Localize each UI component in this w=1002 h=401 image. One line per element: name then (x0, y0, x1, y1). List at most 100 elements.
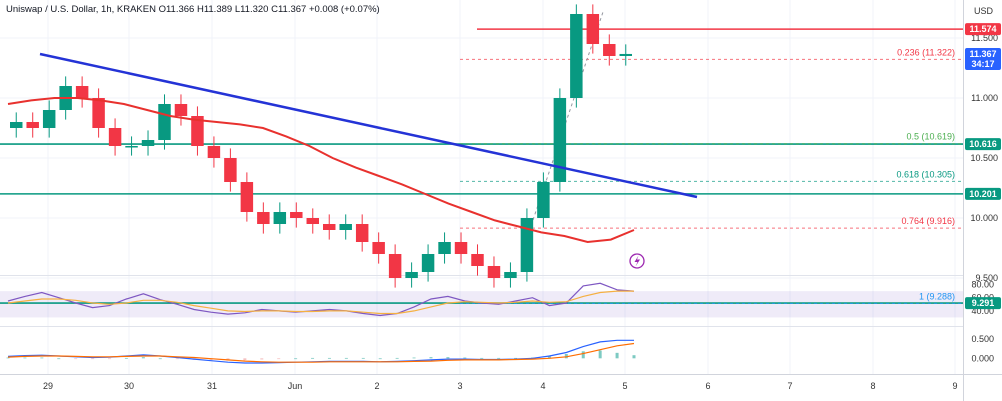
macd-histogram-bar (141, 357, 145, 359)
macd-line (7, 342, 635, 363)
macd-histogram-bar (463, 357, 467, 359)
macd-indicator (6, 339, 636, 364)
lightning-icon[interactable] (629, 253, 645, 269)
fibonacci-levels: 0 (11.950)0.236 (11.322)0.5 (10.619)0.61… (460, 47, 963, 304)
rsi-indicator (7, 282, 635, 317)
macd-histogram-bar (23, 357, 27, 359)
macd-histogram-bar (547, 355, 551, 359)
macd-histogram-bar (344, 357, 348, 359)
price-tag-label: 11.367 (969, 49, 996, 59)
candle-body (290, 212, 303, 218)
time-tick-label: 6 (705, 381, 710, 391)
candle-body (487, 266, 501, 278)
time-tick-label: 29 (43, 381, 53, 391)
time-tick-label: 5 (622, 381, 627, 391)
candle-body (520, 218, 534, 272)
candle-body (224, 158, 237, 182)
time-tick-label: 7 (787, 381, 792, 391)
currency-label: USD (974, 6, 994, 16)
candle-body (405, 272, 418, 278)
candle-body (355, 224, 369, 242)
candle-body (619, 53, 632, 56)
candle-body (273, 212, 287, 224)
price-tick-label: 10.500 (970, 153, 998, 163)
macd-histogram-bar (243, 358, 247, 361)
candle-body (10, 122, 23, 128)
macd-histogram-bar (40, 357, 44, 359)
candle-body (537, 182, 550, 218)
candle-body (108, 128, 122, 146)
candle-body (158, 104, 171, 140)
time-tick-label: 9 (952, 381, 957, 391)
price-tag-box (965, 47, 1001, 70)
macd-histogram-bar (632, 355, 636, 359)
price-tag-box (965, 187, 1001, 200)
price-tag-label: 10.201 (969, 189, 997, 199)
candle-body (603, 44, 616, 56)
macd-histogram-bar (598, 350, 602, 359)
macd-histogram-bar (6, 357, 10, 359)
candle-body (388, 254, 402, 278)
candle-body (207, 146, 221, 158)
candle-body (42, 110, 56, 128)
candle-body (372, 242, 385, 254)
candle-body (339, 224, 352, 230)
time-tick-label: 30 (124, 381, 134, 391)
rsi-tick-label: 40.00 (971, 306, 994, 316)
macd-histogram-bar (260, 358, 264, 360)
time-tick-label: 2 (374, 381, 379, 391)
candle-body (75, 86, 89, 98)
macd-histogram-bar (124, 357, 128, 359)
fib-level-label: 1 (9.288) (919, 291, 955, 301)
macd-histogram-bar (108, 358, 112, 360)
price-axis-ticks: 11.50011.00010.50010.0009.50080.0060.004… (970, 33, 998, 363)
macd-histogram-bar (311, 357, 315, 359)
macd-histogram-bar (412, 357, 416, 359)
macd-histogram-bar (57, 358, 61, 360)
time-axis-ticks: 29 30 31 Jun 2 3 4 5 6 7 8 9 (43, 381, 958, 391)
candle-body (323, 224, 336, 230)
fib-level-label: 0.764 (9.916) (901, 216, 955, 226)
candle-body (570, 14, 583, 98)
rsi-band (0, 291, 963, 318)
candle-body (454, 242, 468, 254)
time-tick-label: 3 (457, 381, 462, 391)
price-tag-box (965, 297, 1001, 310)
macd-tick-label: 0.500 (971, 334, 994, 344)
macd-histogram-bar (175, 358, 179, 360)
candle-body (92, 98, 105, 128)
candle-body (26, 122, 39, 128)
candle-body (471, 254, 484, 266)
time-tick-label: 31 (207, 381, 217, 391)
macd-histogram-bar (446, 357, 450, 359)
price-tag-box (965, 23, 1001, 36)
macd-histogram-bar (497, 357, 501, 359)
descending-trendline (39, 52, 698, 199)
candle-body (240, 182, 254, 212)
candle-body (257, 212, 270, 224)
grid (0, 0, 963, 374)
candle-body (306, 218, 319, 224)
candle-body (191, 116, 204, 146)
macd-histogram-bar (581, 351, 585, 359)
price-tag-label: 9.291 (972, 298, 995, 308)
macd-histogram-bar (378, 358, 382, 360)
macd-histogram-bar (480, 357, 484, 359)
macd-histogram-bar (514, 357, 518, 359)
price-tick-label: 11.000 (971, 93, 998, 103)
symbol-header: Uniswap / U.S. Dollar, 1h, KRAKEN O11.36… (6, 4, 380, 15)
candlesticks (10, 4, 632, 288)
candle-body (125, 146, 138, 148)
macd-histogram-bar (564, 354, 568, 359)
price-tag-countdown: 34:17 (971, 59, 994, 69)
candle-body (504, 272, 517, 278)
time-tick-label: Jun (288, 381, 303, 391)
macd-histogram-bar (615, 352, 619, 359)
rsi-line (7, 290, 634, 315)
macd-histogram-bar (74, 358, 78, 360)
macd-histogram-bar (91, 358, 95, 360)
macd-histogram-bar (327, 357, 331, 359)
